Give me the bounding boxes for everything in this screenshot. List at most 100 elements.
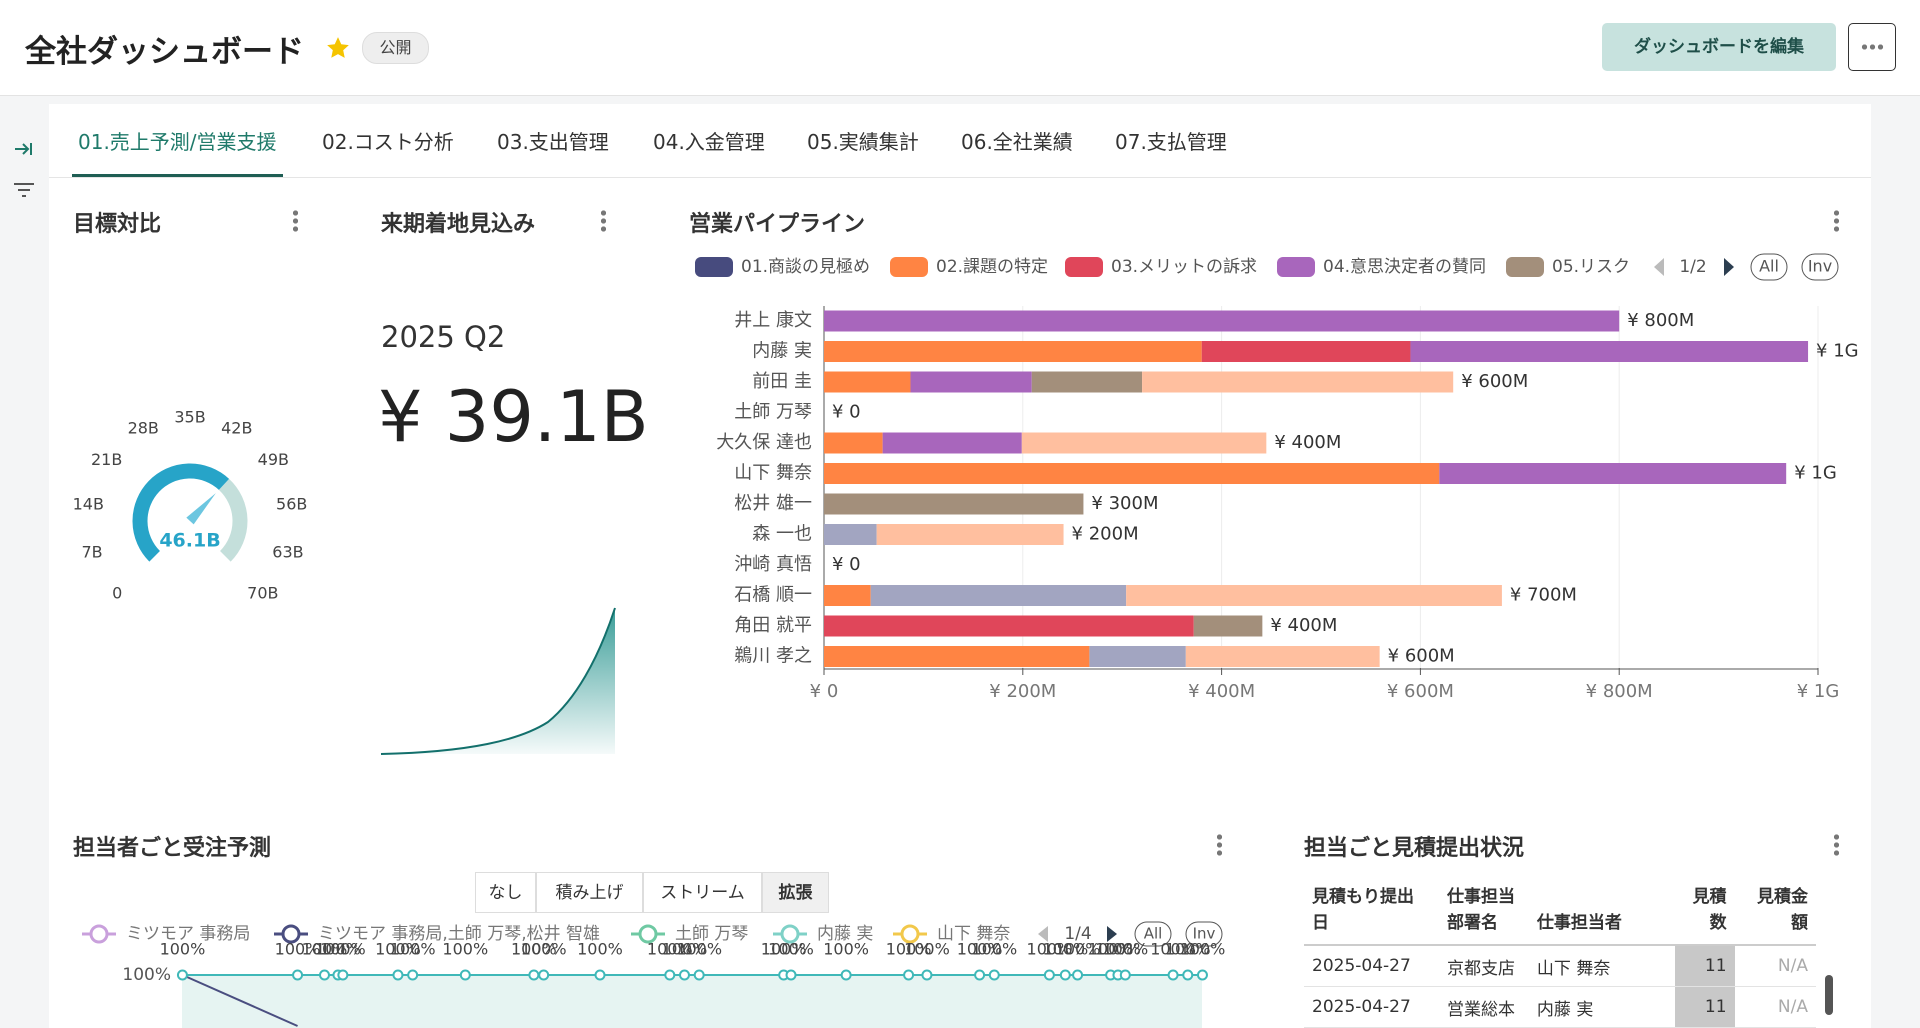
point (538, 969, 550, 981)
legend-prev (1038, 926, 1048, 942)
gauge-tick-label: 7B (81, 542, 102, 561)
bar-segment (876, 524, 1064, 545)
panel-menu[interactable] (1834, 833, 1839, 857)
tab[interactable]: 06.全社業績 (961, 130, 1073, 154)
point-label: 100% (662, 940, 708, 959)
panel-menu[interactable] (1217, 833, 1222, 857)
x-tick-label: ¥ 1G (1797, 681, 1840, 702)
point (176, 969, 188, 981)
column-header[interactable]: 見積金額 (1734, 880, 1816, 946)
bar-segment (824, 463, 1440, 484)
bar-segment (1410, 341, 1809, 362)
point (903, 969, 915, 981)
total-label: ¥ 400M (1270, 615, 1337, 636)
point-label: 100% (1042, 940, 1088, 959)
bar-segment (824, 341, 1202, 362)
bar-segment (1142, 371, 1454, 393)
panel-menu[interactable] (601, 209, 606, 233)
column-header[interactable]: 仕事担当部署名 (1438, 880, 1529, 946)
gauge-tick-label: 21B (91, 450, 122, 469)
expand-icon[interactable] (15, 143, 32, 155)
table-cell: 営業総本 (1438, 986, 1529, 1028)
point (1182, 969, 1194, 981)
legend-label: 05.リスク (1552, 257, 1630, 277)
legend-button (1750, 253, 1788, 281)
point-label: 100% (761, 940, 807, 959)
legend-button (1801, 253, 1839, 281)
point (1196, 969, 1208, 981)
table-row: 2025-04-27 営業総本 内藤 実 11 N/A (1304, 986, 1816, 1028)
tab[interactable]: 03.支出管理 (497, 130, 609, 154)
point-label: 100% (302, 940, 348, 959)
total-label: ¥ 800M (1627, 310, 1694, 331)
more-button[interactable] (1848, 23, 1896, 71)
bar-segment (1089, 646, 1186, 667)
bar-segment (910, 371, 1032, 393)
mode-button[interactable]: なし (475, 872, 536, 913)
panel-menu[interactable] (293, 209, 298, 233)
tab[interactable]: 07.支払管理 (1115, 130, 1227, 154)
point-label: 100% (375, 940, 421, 959)
point (594, 969, 606, 981)
bar-segment (824, 432, 883, 454)
column-header[interactable]: 見積もり提出日 (1304, 880, 1439, 946)
point (1043, 969, 1055, 981)
favorite-star[interactable] (325, 35, 351, 61)
bar-segment (824, 371, 911, 393)
point-label: 100% (1165, 940, 1211, 959)
point-label: 100% (676, 940, 722, 959)
point (318, 969, 330, 981)
legend-label: 02.課題の特定 (936, 257, 1048, 277)
panel-title: 来期着地見込み (381, 212, 536, 237)
table-cell: 山下 舞奈 (1528, 945, 1675, 987)
table-row: 2025-04-27 京都支店 山下 舞奈 11 N/A (1304, 945, 1816, 987)
point (974, 969, 986, 981)
tab[interactable]: 05.実績集計 (807, 130, 919, 154)
legend-label: 01.商談の見極め (741, 257, 870, 277)
point-label: 100% (1055, 940, 1101, 959)
total-label: ¥ 700M (1510, 585, 1577, 606)
point-label: 100% (957, 940, 1003, 959)
gauge-tick-label: 42B (221, 419, 252, 438)
table-cell: 2025-04-27 (1304, 986, 1439, 1028)
tab[interactable]: 01.売上予測/営業支援 (78, 130, 277, 154)
mode-button[interactable]: 拡張 (762, 872, 829, 913)
gauge-value-arc (132, 463, 230, 562)
tab[interactable]: 02.コスト分析 (322, 130, 454, 154)
forecast-sparkline-area (381, 608, 615, 754)
legend-prev (1654, 258, 1664, 276)
filter-icon[interactable] (14, 183, 34, 197)
gauge-tick-label: 35B (174, 408, 205, 427)
column-header[interactable]: 見積数 (1674, 880, 1735, 946)
y-tick-label: 土師 万琴 (734, 402, 812, 423)
point-label: 100% (886, 940, 932, 959)
legend-button (1134, 921, 1172, 947)
y-tick-label: 内藤 実 (752, 341, 812, 362)
bar-segment (1193, 615, 1263, 637)
legend-label: ミツモア 事務局,土師 万琴,松井 智雄 (318, 924, 600, 944)
point-label: 100% (1027, 940, 1073, 959)
legend-swatch (695, 257, 733, 277)
legend-button-label: All (1144, 925, 1163, 943)
legend-page: 1/4 (1064, 924, 1091, 944)
gauge-value-label: 46.1B (159, 530, 220, 552)
estimates-table: 見積もり提出日 仕事担当部署名 仕事担当者 見積数 見積金額 2025-04-27 京都支店… (1304, 880, 1816, 1028)
tab[interactable]: 04.入金管理 (653, 130, 765, 154)
bar-segment (824, 310, 1620, 332)
y-tick-label: 山下 舞奈 (734, 463, 812, 484)
point-label: 100% (1150, 940, 1196, 959)
point (292, 969, 304, 981)
panel-menu[interactable] (1834, 209, 1839, 233)
legend-label: 04.意思決定者の賛同 (1323, 257, 1486, 277)
mode-button[interactable]: ストリーム (643, 872, 762, 913)
column-header[interactable]: 仕事担当者 (1528, 880, 1675, 946)
total-label: ¥ 1G (1816, 341, 1859, 362)
point-label: 100% (971, 940, 1017, 959)
scrollbar[interactable] (1825, 975, 1833, 1015)
mode-button[interactable]: 積み上げ (536, 872, 643, 913)
bar-segment (824, 524, 877, 545)
point (1167, 969, 1179, 981)
edit-button[interactable]: ダッシュボードを編集 (1602, 23, 1836, 71)
legend-label: 土師 万琴 (675, 924, 748, 944)
point-label: 100% (1180, 940, 1226, 959)
